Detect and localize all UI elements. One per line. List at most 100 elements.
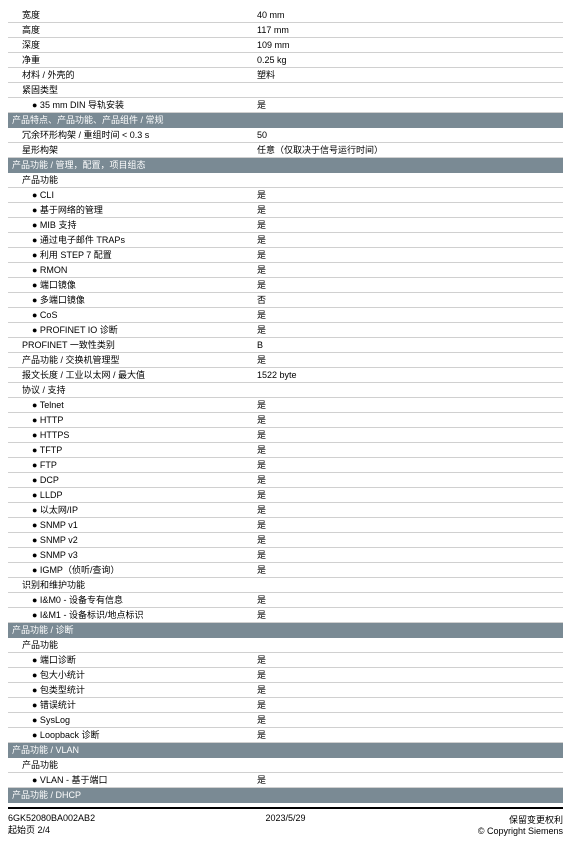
footer-right: 保留变更权利 © Copyright Siemens — [378, 813, 563, 836]
val-switchmgmt: 是 — [253, 353, 563, 367]
val-star: 任意（仅取决于信号运行时间） — [253, 143, 563, 157]
val-traps: 是 — [253, 233, 563, 247]
row-multimirror: ● 多端口镜像否 — [8, 293, 563, 308]
row-netweight: 净重 0.25 kg — [8, 53, 563, 68]
row-star: 星形构架 任意（仅取决于信号运行时间） — [8, 143, 563, 158]
val-pniodiag: 是 — [253, 323, 563, 337]
lbl-material: 材料 / 外壳的 — [8, 68, 253, 82]
val-pnclass: B — [253, 338, 563, 352]
footer-date: 2023/5/29 — [193, 813, 378, 823]
row-snmp1: ● SNMP v1是 — [8, 518, 563, 533]
row-dcp: ● DCP是 — [8, 473, 563, 488]
lbl-mountgroup: 紧固类型 — [8, 83, 253, 97]
row-imgroup: 识别和维护功能 — [8, 578, 563, 593]
row-cos: ● CoS是 — [8, 308, 563, 323]
row-width: 宽度 40 mm — [8, 8, 563, 23]
val-im1: 是 — [253, 608, 563, 622]
val-im0: 是 — [253, 593, 563, 607]
val-snmp3: 是 — [253, 548, 563, 562]
val-vlanport: 是 — [253, 773, 563, 787]
val-lldp: 是 — [253, 488, 563, 502]
val-netweight: 0.25 kg — [253, 53, 563, 67]
lbl-rmon: ● RMON — [8, 263, 253, 277]
val-framelen: 1522 byte — [253, 368, 563, 382]
row-webmgmt: ● 基于网络的管理是 — [8, 203, 563, 218]
section-header-general: 产品特点、产品功能、产品组件 / 常规 — [8, 113, 563, 128]
lbl-redundancy: 冗余环形构架 / 重组时间 < 0.3 s — [8, 128, 253, 142]
row-rmon: ● RMON是 — [8, 263, 563, 278]
row-telnet: ● Telnet是 — [8, 398, 563, 413]
row-height: 高度 117 mm — [8, 23, 563, 38]
lbl-tftp: ● TFTP — [8, 443, 253, 457]
row-diag-group: 产品功能 — [8, 638, 563, 653]
row-traps: ● 通过电子邮件 TRAPs是 — [8, 233, 563, 248]
footer-page: 起始页 2/4 — [8, 823, 193, 836]
lbl-mount: ● 35 mm DIN 导轨安装 — [8, 98, 253, 112]
row-mount: ● 35 mm DIN 导轨安装 是 — [8, 98, 563, 113]
row-lldp: ● LLDP是 — [8, 488, 563, 503]
lbl-loopback: ● Loopback 诊断 — [8, 728, 253, 742]
row-portdiag: ● 端口诊断是 — [8, 653, 563, 668]
lbl-height: 高度 — [8, 23, 253, 37]
section-header-vlan: 产品功能 / VLAN — [8, 743, 563, 758]
lbl-portmirror: ● 端口镜像 — [8, 278, 253, 292]
row-im0: ● I&M0 - 设备专有信息是 — [8, 593, 563, 608]
val-mount: 是 — [253, 98, 563, 112]
val-tftp: 是 — [253, 443, 563, 457]
lbl-portdiag: ● 端口诊断 — [8, 653, 253, 667]
val-pkttype: 是 — [253, 683, 563, 697]
val-width: 40 mm — [253, 8, 563, 22]
row-pkttype: ● 包类型统计是 — [8, 683, 563, 698]
val-redundancy: 50 — [253, 128, 563, 142]
row-cli: ● CLI是 — [8, 188, 563, 203]
val-errstat: 是 — [253, 698, 563, 712]
val-portmirror: 是 — [253, 278, 563, 292]
footer-left: 6GK52080BA002AB2 起始页 2/4 — [8, 813, 193, 836]
lbl-pktsize: ● 包大小统计 — [8, 668, 253, 682]
val-ftp: 是 — [253, 458, 563, 472]
page-footer: 6GK52080BA002AB2 起始页 2/4 2023/5/29 保留变更权… — [8, 807, 563, 836]
val-snmp1: 是 — [253, 518, 563, 532]
row-portmirror: ● 端口镜像是 — [8, 278, 563, 293]
row-step7: ● 利用 STEP 7 配置是 — [8, 248, 563, 263]
val-syslog: 是 — [253, 713, 563, 727]
val-rmon: 是 — [253, 263, 563, 277]
lbl-step7: ● 利用 STEP 7 配置 — [8, 248, 253, 262]
lbl-ftp: ● FTP — [8, 458, 253, 472]
row-material: 材料 / 外壳的 塑料 — [8, 68, 563, 83]
row-im1: ● I&M1 - 设备标识/地点标识是 — [8, 608, 563, 623]
footer-copyright: © Copyright Siemens — [378, 826, 563, 836]
row-framelen: 报文长度 / 工业以太网 / 最大值1522 byte — [8, 368, 563, 383]
val-cli: 是 — [253, 188, 563, 202]
row-ethip: ● 以太网/IP是 — [8, 503, 563, 518]
val-webmgmt: 是 — [253, 203, 563, 217]
val-material: 塑料 — [253, 68, 563, 82]
val-http: 是 — [253, 413, 563, 427]
row-switchmgmt: 产品功能 / 交换机管理型是 — [8, 353, 563, 368]
section-header-management: 产品功能 / 管理，配置，项目组态 — [8, 158, 563, 173]
row-https: ● HTTPS是 — [8, 428, 563, 443]
lbl-diag-group: 产品功能 — [8, 638, 253, 652]
row-pnclass: PROFINET 一致性类别B — [8, 338, 563, 353]
lbl-snmp2: ● SNMP v2 — [8, 533, 253, 547]
lbl-im0: ● I&M0 - 设备专有信息 — [8, 593, 253, 607]
row-pktsize: ● 包大小统计是 — [8, 668, 563, 683]
row-mib: ● MIB 支持是 — [8, 218, 563, 233]
val-multimirror: 否 — [253, 293, 563, 307]
val-snmp2: 是 — [253, 533, 563, 547]
lbl-im1: ● I&M1 - 设备标识/地点标识 — [8, 608, 253, 622]
lbl-telnet: ● Telnet — [8, 398, 253, 412]
lbl-mib: ● MIB 支持 — [8, 218, 253, 232]
lbl-https: ● HTTPS — [8, 428, 253, 442]
row-pniodiag: ● PROFINET IO 诊断是 — [8, 323, 563, 338]
row-ftp: ● FTP是 — [8, 458, 563, 473]
row-snmp2: ● SNMP v2是 — [8, 533, 563, 548]
val-mib: 是 — [253, 218, 563, 232]
lbl-width: 宽度 — [8, 8, 253, 22]
row-errstat: ● 错误统计是 — [8, 698, 563, 713]
row-vlan-group: 产品功能 — [8, 758, 563, 773]
row-prodfunc-group: 产品功能 — [8, 173, 563, 188]
row-loopback: ● Loopback 诊断是 — [8, 728, 563, 743]
row-depth: 深度 109 mm — [8, 38, 563, 53]
row-mountgroup: 紧固类型 — [8, 83, 563, 98]
